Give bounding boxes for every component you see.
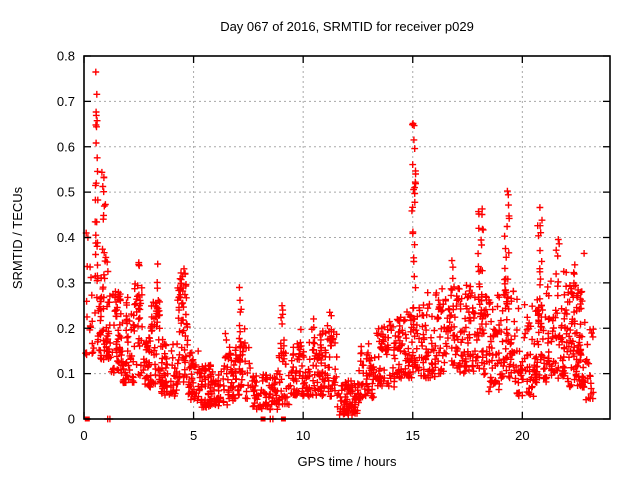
x-axis-label: GPS time / hours <box>298 454 397 469</box>
y-tick-label: 0 <box>68 412 75 427</box>
x-tick-label: 10 <box>296 428 310 443</box>
y-tick-label: 0.4 <box>57 230 75 245</box>
y-tick-label: 0.6 <box>57 139 75 154</box>
y-tick-label: 0.8 <box>57 49 75 64</box>
y-tick-label: 0.7 <box>57 94 75 109</box>
tick-labels: 0 5 10 15 20 0 0.1 0.2 0.3 0.4 0.5 0.6 0.7 0.8 <box>57 49 530 444</box>
data-points <box>82 68 597 423</box>
y-tick-label: 0.2 <box>57 321 75 336</box>
x-tick-label: 0 <box>80 428 87 443</box>
axis-ticks <box>83 55 610 420</box>
y-tick-label: 0.5 <box>57 185 75 200</box>
y-tick-label: 0.1 <box>57 366 75 381</box>
plus-markers <box>82 68 597 423</box>
y-axis-label: SRMTID / TECUs <box>10 186 25 289</box>
x-tick-label: 20 <box>515 428 529 443</box>
grid-lines <box>84 56 610 419</box>
y-tick-label: 0.3 <box>57 275 75 290</box>
x-tick-label: 5 <box>190 428 197 443</box>
x-tick-label: 15 <box>406 428 420 443</box>
chart-title: Day 067 of 2016, SRMTID for receiver p02… <box>220 19 474 34</box>
